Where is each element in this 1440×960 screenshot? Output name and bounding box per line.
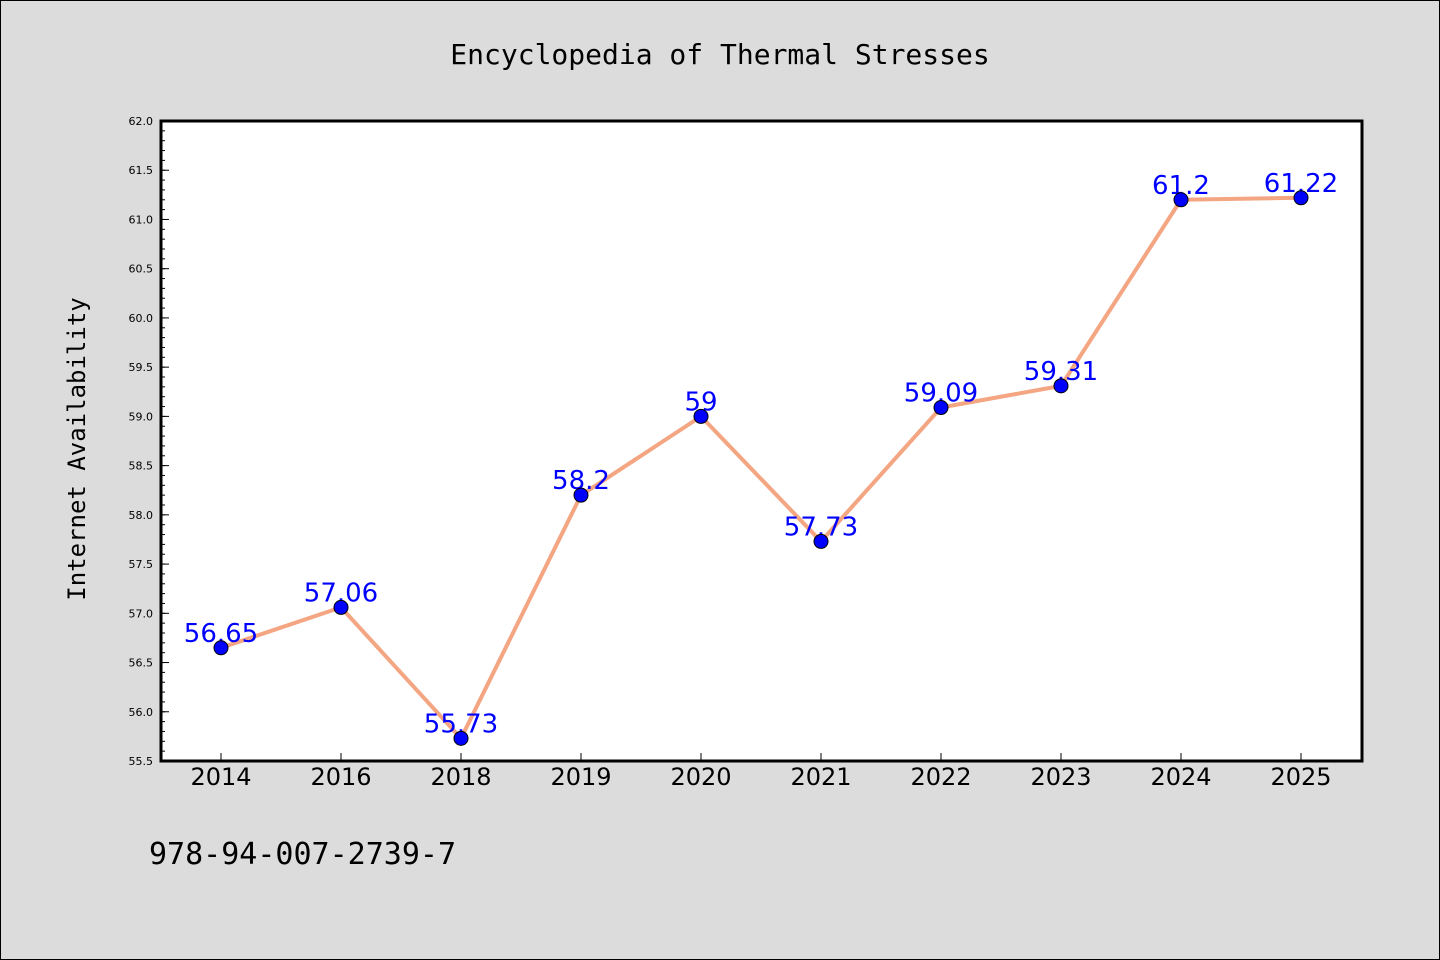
data-point — [333, 599, 349, 615]
y-tick-label: 56.0 — [129, 706, 154, 719]
series-layer: 56.6557.0655.7358.25957.7359.0959.3161.2… — [184, 169, 1338, 746]
series-line — [220, 195, 1302, 741]
y-tick-label: 57.0 — [129, 607, 154, 620]
x-tick-label: 2025 — [1270, 763, 1331, 791]
x-tick-label: 2014 — [190, 763, 251, 791]
x-tick-label: 2018 — [430, 763, 491, 791]
x-axis: 2014 2016 2018 2019 2020 2021 2022 2023 2024 2025 — [190, 753, 1332, 791]
y-axis-label: Internet Availability — [63, 297, 91, 600]
y-tick-label: 57.5 — [129, 558, 154, 571]
y-tick-label: 60.5 — [129, 263, 154, 276]
y-tick-label: 55.5 — [129, 755, 154, 768]
data-point — [573, 487, 589, 503]
x-tick-label: 2022 — [910, 763, 971, 791]
y-tick-label: 60.0 — [129, 312, 154, 325]
isbn-footnote: 978-94-007-2739-7 — [149, 837, 456, 872]
chart-title: Encyclopedia of Thermal Stresses — [450, 38, 989, 71]
plot-area — [159, 119, 1364, 763]
x-tick-label: 2016 — [310, 763, 371, 791]
x-tick-label: 2019 — [550, 763, 611, 791]
x-tick-label: 2023 — [1030, 763, 1091, 791]
data-point — [1173, 192, 1189, 208]
data-point — [1293, 190, 1309, 206]
y-tick-label: 61.0 — [129, 213, 154, 226]
y-tick-label: 58.0 — [129, 509, 154, 522]
y-axis: 55.5 56.0 56.5 57.0 57.5 58.0 58.5 59.0 59.5 60.0… — [129, 115, 169, 768]
y-tick-label: 59.0 — [129, 410, 154, 423]
x-tick-label: 2024 — [1150, 763, 1211, 791]
x-tick-label: 2021 — [790, 763, 851, 791]
y-tick-label: 59.5 — [129, 361, 154, 374]
data-point — [453, 730, 469, 746]
x-tick-label: 2020 — [670, 763, 731, 791]
data-point — [1053, 378, 1069, 394]
data-point — [693, 408, 709, 424]
data-point — [933, 400, 949, 416]
y-tick-label: 58.5 — [129, 460, 154, 473]
y-tick-label: 62.0 — [129, 115, 154, 128]
y-tick-label: 56.5 — [129, 657, 154, 670]
data-point — [213, 640, 229, 656]
y-tick-label: 61.5 — [129, 164, 154, 177]
data-point — [813, 533, 829, 549]
